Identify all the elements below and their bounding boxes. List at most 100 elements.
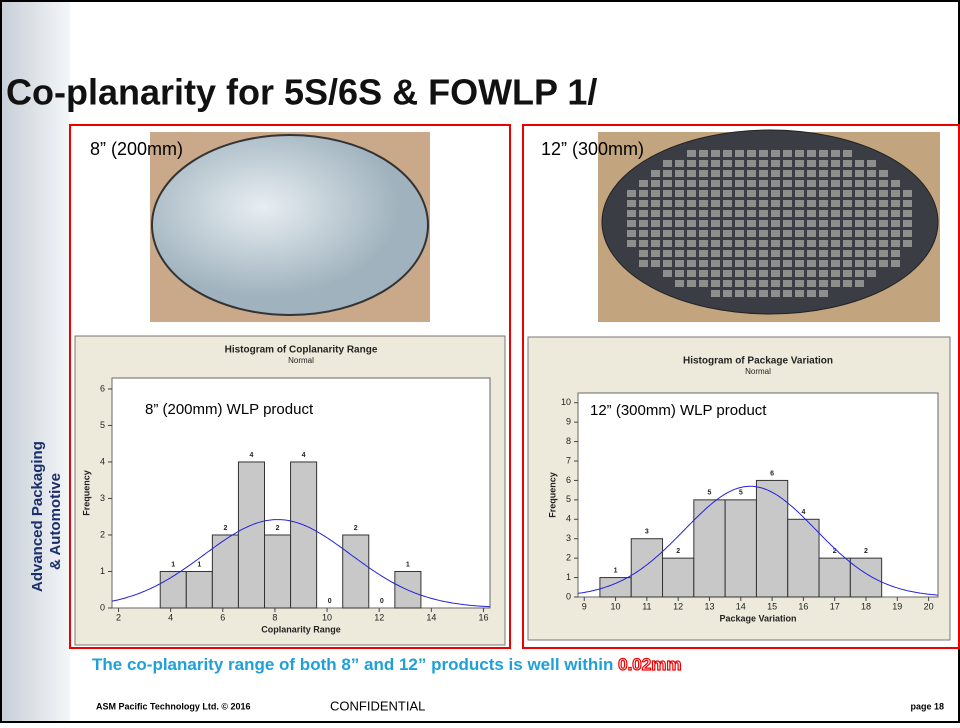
die (795, 250, 804, 257)
die (759, 240, 768, 247)
die (867, 230, 876, 237)
die (867, 260, 876, 267)
die (807, 210, 816, 217)
die (663, 200, 672, 207)
die (819, 270, 828, 277)
die (711, 260, 720, 267)
chart-title: Histogram of Coplanarity Range (225, 345, 378, 356)
footer-confidential: CONFIDENTIAL (330, 698, 425, 713)
die (663, 260, 672, 267)
die (735, 240, 744, 247)
die (699, 180, 708, 187)
die (747, 200, 756, 207)
die (771, 210, 780, 217)
die (627, 220, 636, 227)
bar-count-label: 4 (302, 452, 306, 459)
die (747, 220, 756, 227)
chart-title: Histogram of Package Variation (683, 356, 833, 367)
die (855, 210, 864, 217)
die (867, 160, 876, 167)
die (783, 180, 792, 187)
die (807, 260, 816, 267)
die (795, 170, 804, 177)
x-tick-label: 19 (892, 601, 902, 611)
die (807, 240, 816, 247)
die (723, 260, 732, 267)
die (723, 250, 732, 257)
die (807, 220, 816, 227)
bar (631, 539, 662, 597)
x-tick-label: 2 (116, 612, 121, 622)
bar-count-label: 4 (801, 509, 805, 516)
die (867, 270, 876, 277)
bar (819, 558, 850, 597)
die (627, 240, 636, 247)
die (687, 190, 696, 197)
die (759, 220, 768, 227)
die (867, 170, 876, 177)
die (783, 160, 792, 167)
die (771, 270, 780, 277)
slide: Advanced Packaging & Automotive Co-plana… (0, 0, 960, 723)
die (747, 160, 756, 167)
die (687, 200, 696, 207)
die (879, 220, 888, 227)
die (663, 270, 672, 277)
x-tick-label: 14 (736, 601, 746, 611)
die (687, 260, 696, 267)
die (723, 190, 732, 197)
die (843, 200, 852, 207)
bar (756, 480, 787, 597)
die (879, 170, 888, 177)
x-tick-label: 11 (642, 601, 651, 611)
die (867, 240, 876, 247)
die (831, 200, 840, 207)
die (735, 220, 744, 227)
x-tick-label: 15 (767, 601, 777, 611)
die (699, 250, 708, 257)
die (627, 190, 636, 197)
die (819, 150, 828, 157)
die (795, 280, 804, 287)
die (711, 250, 720, 257)
die (867, 180, 876, 187)
die (711, 180, 720, 187)
die (879, 190, 888, 197)
die (759, 160, 768, 167)
die (795, 220, 804, 227)
die (891, 180, 900, 187)
die (651, 250, 660, 257)
y-tick-label: 9 (566, 417, 571, 427)
die (819, 200, 828, 207)
y-tick-label: 5 (100, 420, 105, 430)
die (819, 250, 828, 257)
bar (265, 535, 291, 608)
die (903, 240, 912, 247)
die (735, 290, 744, 297)
die (831, 180, 840, 187)
die (651, 190, 660, 197)
die (795, 270, 804, 277)
x-tick-label: 13 (704, 601, 714, 611)
die (783, 220, 792, 227)
die (903, 230, 912, 237)
die (783, 260, 792, 267)
die (651, 200, 660, 207)
x-tick-label: 14 (426, 612, 436, 622)
die (843, 280, 852, 287)
die (891, 210, 900, 217)
die (783, 230, 792, 237)
die (711, 220, 720, 227)
panel-label: 8” (200mm) (90, 139, 183, 159)
die (819, 290, 828, 297)
die (663, 190, 672, 197)
die (747, 230, 756, 237)
die (855, 270, 864, 277)
die (855, 200, 864, 207)
x-axis-label: Package Variation (719, 613, 796, 623)
bar-count-label: 6 (770, 470, 774, 477)
bar-count-label: 2 (864, 548, 868, 555)
die (663, 180, 672, 187)
die (687, 170, 696, 177)
die (663, 240, 672, 247)
